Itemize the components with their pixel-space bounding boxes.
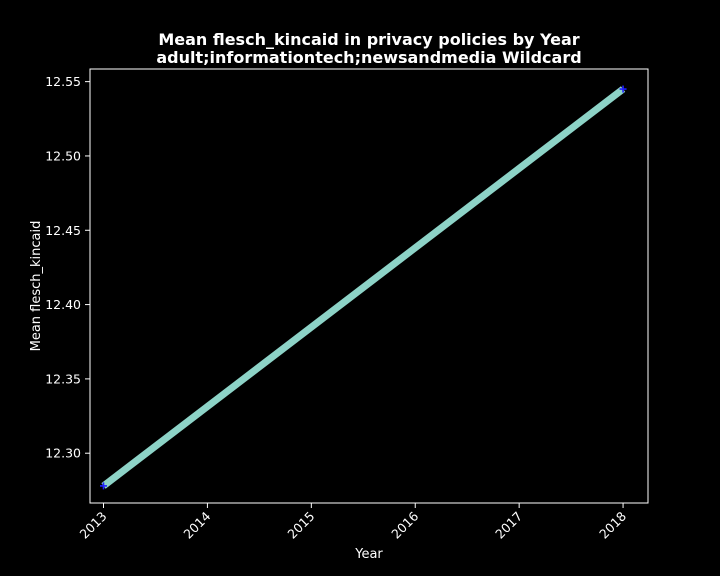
- y-tick-label: 12.40: [45, 297, 81, 312]
- x-tick-label: 2016: [388, 508, 421, 541]
- y-axis-ticks: 12.30 12.35 12.40 12.45 12.50 12.55: [45, 74, 90, 461]
- x-axis-ticks: 2013 2014 2015 2016 2017 2018: [77, 503, 629, 542]
- y-tick-label: 12.30: [45, 446, 81, 461]
- chart-title-line-1: Mean flesch_kincaid in privacy policies …: [158, 30, 579, 49]
- y-tick-label: 12.45: [45, 223, 81, 238]
- x-tick-label: 2015: [284, 509, 317, 542]
- chart-title-line-2: adult;informationtech;newsandmedia Wildc…: [156, 48, 581, 67]
- x-tick-label: 2017: [492, 509, 525, 542]
- x-tick-label: 2013: [77, 509, 110, 542]
- data-point: [100, 482, 108, 490]
- x-tick-label: 2018: [596, 508, 629, 541]
- data-point: [619, 85, 627, 93]
- x-tick-label: 2014: [180, 508, 213, 541]
- y-axis-label: Mean flesch_kincaid: [29, 221, 44, 352]
- plot-frame: [89, 68, 649, 504]
- series-layer: [100, 85, 627, 490]
- y-tick-label: 12.55: [45, 74, 81, 89]
- plot-area: [89, 68, 649, 504]
- y-tick-label: 12.35: [45, 371, 81, 386]
- y-tick-label: 12.50: [45, 148, 81, 163]
- series-line: [101, 86, 626, 489]
- x-axis-label: Year: [354, 547, 383, 562]
